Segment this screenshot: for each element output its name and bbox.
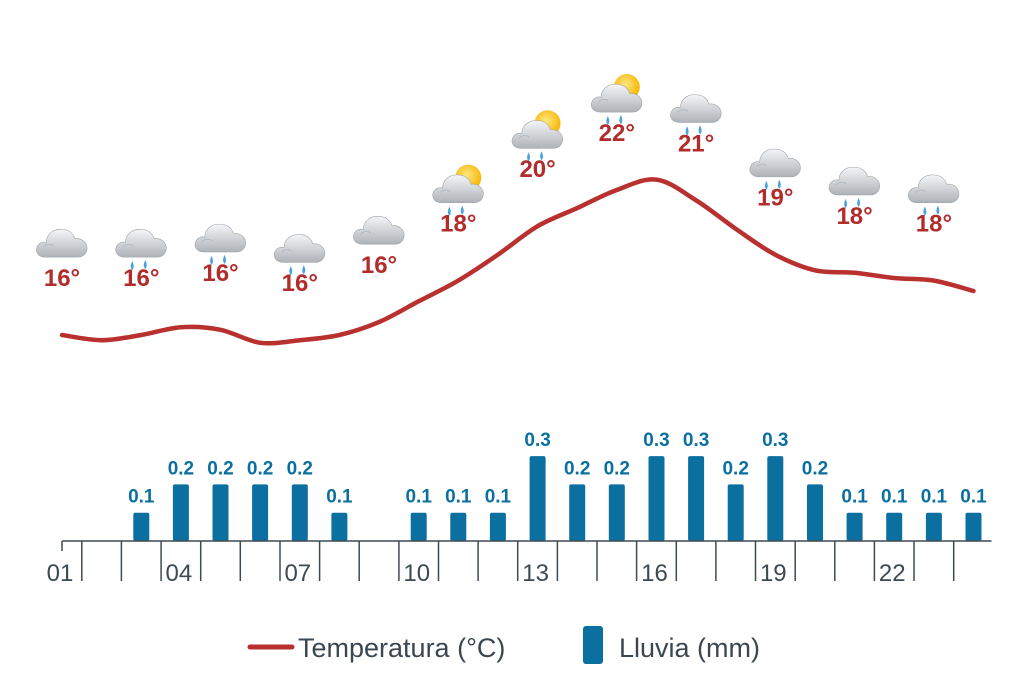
x-tick-label-19: 19 <box>760 560 787 587</box>
temperature-label-11: 18° <box>440 211 476 238</box>
rain-bar-8 <box>331 512 348 541</box>
cloud-rain-icon <box>907 174 960 216</box>
cloud-rain-icon <box>273 234 326 276</box>
temperature-layer: 16° 16° 16° 16° 16° 18° 20° 22° 21° 19° 18° 18° <box>36 73 976 346</box>
rain-bar-19 <box>767 456 784 541</box>
rain-value-label-13: 0.3 <box>524 430 550 451</box>
x-tick-label-22: 22 <box>879 560 906 587</box>
cloud-rain-icon <box>194 223 246 265</box>
sun-cloud-rain-icon <box>432 164 484 216</box>
temperature-label-19: 19° <box>757 185 793 212</box>
temperature-label-17: 21° <box>678 130 714 157</box>
rain-value-label-8: 0.1 <box>326 487 353 508</box>
rain-bar-5 <box>212 484 229 541</box>
rain-value-label-22: 0.1 <box>881 487 908 508</box>
rain-value-label-23: 0.1 <box>921 487 948 508</box>
temperature-label-13: 20° <box>519 156 555 183</box>
cloudy-icon <box>353 215 405 245</box>
rain-bar-22 <box>886 512 903 541</box>
rain-bar-4 <box>172 484 189 541</box>
rain-bar-21 <box>846 512 863 541</box>
rain-value-label-6: 0.2 <box>247 458 273 479</box>
rain-bars-layer: 0.1 0.2 0.2 0.2 0.2 0.1 0.1 0.1 0.1 0.3 0.2 0.2 0.3 0… <box>128 430 987 541</box>
legend-rain-label: Lluvia (mm) <box>619 633 760 663</box>
cloud-rain-icon <box>828 166 881 208</box>
rain-value-label-5: 0.2 <box>207 458 233 479</box>
x-tick-label-16: 16 <box>641 560 668 587</box>
cloud-rain-icon <box>115 228 167 270</box>
temperature-label-3: 16° <box>123 265 159 292</box>
temperature-label-9: 16° <box>361 252 397 279</box>
rain-value-label-10: 0.1 <box>405 487 432 508</box>
rain-value-label-15: 0.2 <box>604 458 630 479</box>
cloud-rain-icon <box>749 148 801 190</box>
rain-value-label-12: 0.1 <box>485 487 512 508</box>
temperature-label-21: 18° <box>836 203 872 230</box>
temperature-label-7: 16° <box>282 270 318 297</box>
rain-value-label-21: 0.1 <box>841 487 868 508</box>
rain-bar-16 <box>648 456 665 541</box>
rain-bar-17 <box>688 456 705 541</box>
rain-value-label-18: 0.2 <box>722 458 748 479</box>
rain-bar-3 <box>133 512 150 541</box>
temperature-label-15: 22° <box>599 120 635 147</box>
temperature-label-5: 16° <box>202 260 238 287</box>
temperature-label-23: 18° <box>916 211 952 238</box>
rain-value-label-3: 0.1 <box>128 487 155 508</box>
x-tick-label-04: 04 <box>166 560 193 587</box>
x-tick-label-10: 10 <box>403 560 430 587</box>
x-axis: 01 04 07 10 13 16 19 22 <box>47 540 992 587</box>
rain-value-label-11: 0.1 <box>445 487 472 508</box>
rain-value-label-16: 0.3 <box>643 430 669 451</box>
rain-bar-14 <box>569 484 586 541</box>
sun-cloud-rain-icon <box>511 110 564 162</box>
rain-bar-24 <box>965 512 982 541</box>
x-tick-label-01: 01 <box>47 560 74 587</box>
rain-value-label-14: 0.2 <box>564 458 590 479</box>
rain-value-label-20: 0.2 <box>802 458 828 479</box>
rain-value-label-24: 0.1 <box>960 487 987 508</box>
legend-rain-swatch <box>583 626 603 664</box>
temperature-label-1: 16° <box>44 265 80 292</box>
x-tick-label-07: 07 <box>284 560 311 587</box>
rain-bar-13 <box>529 456 546 541</box>
rain-bar-6 <box>252 484 269 541</box>
rain-bar-11 <box>450 512 467 541</box>
rain-value-label-17: 0.3 <box>683 430 709 451</box>
rain-value-label-19: 0.3 <box>762 430 788 451</box>
rain-bar-10 <box>410 512 427 541</box>
cloud-rain-icon <box>670 94 722 136</box>
rain-bar-20 <box>807 484 823 541</box>
legend-temperature-label: Temperatura (°C) <box>298 633 505 663</box>
temperature-line <box>59 177 976 346</box>
rain-bar-18 <box>727 484 744 541</box>
rain-bar-15 <box>608 484 625 541</box>
rain-bar-7 <box>291 484 308 541</box>
rain-value-label-7: 0.2 <box>287 458 313 479</box>
rain-bar-12 <box>489 512 506 541</box>
sun-cloud-rain-icon <box>590 73 643 125</box>
rain-bar-23 <box>925 512 942 541</box>
legend: Temperatura (°C) Lluvia (mm) <box>247 626 760 664</box>
rain-value-label-4: 0.2 <box>168 458 194 479</box>
cloudy-icon <box>36 228 88 258</box>
x-tick-label-13: 13 <box>522 560 549 587</box>
